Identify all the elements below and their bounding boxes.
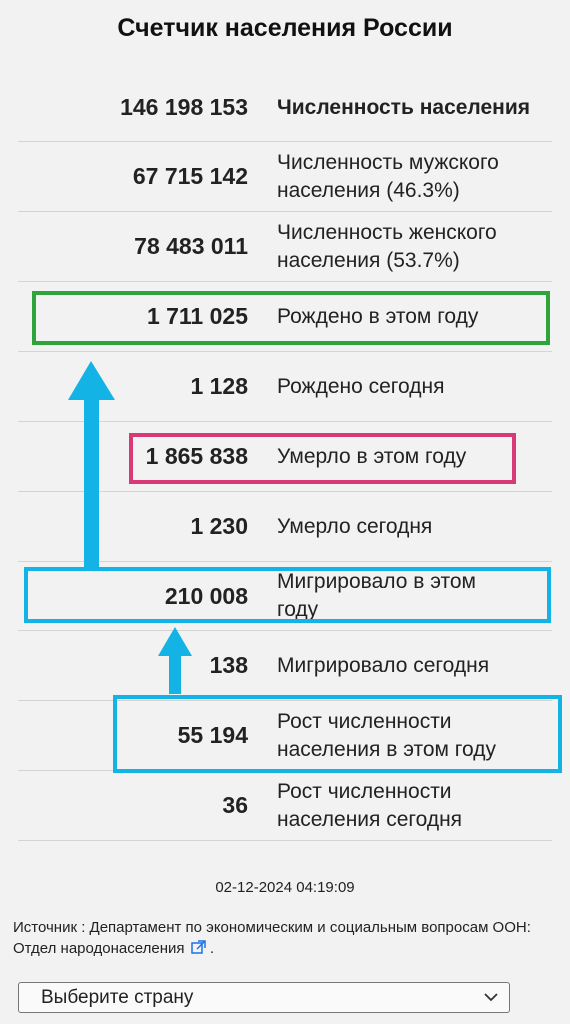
stats-table: 146 198 153 Численность населения 67 715… [18, 74, 552, 841]
died-today-label: Умерло сегодня [277, 514, 433, 538]
population-label: Численность населения [277, 95, 531, 119]
row-died-today: 1 230 Умерло сегодня [18, 492, 552, 562]
row-migrated-this-year: 210 008 Мигрировало в этом году [18, 562, 552, 631]
chevron-down-icon [484, 993, 498, 1002]
page-title: Счетчик населения России [117, 14, 453, 42]
row-born-today: 1 128 Рождено сегодня [18, 352, 552, 422]
row-migrated-today: 138 Мигрировало сегодня [18, 631, 552, 701]
row-growth-this-year: 55 194 Рост численности населения в этом… [18, 701, 552, 771]
population-value: 146 198 153 [120, 94, 248, 120]
born-today-value: 1 128 [190, 373, 248, 399]
female-population-label-line1: Численность женского [277, 220, 497, 244]
migrated-this-year-label: Мигрировало в этом году [277, 568, 476, 624]
migrated-today-value: 138 [209, 652, 248, 678]
migrated-today-label: Мигрировало сегодня [277, 653, 490, 677]
row-population: 146 198 153 Численность населения [18, 74, 552, 142]
highlight-box-born-this-year [32, 291, 550, 345]
highlight-box-migrated-this-year [24, 567, 551, 623]
died-this-year-label: Умерло в этом году [277, 444, 467, 468]
migrated-this-year-label-line2: году [277, 598, 319, 621]
migrated-this-year-value: 210 008 [164, 582, 248, 609]
source-note: Источник : Департамент по экономическим … [13, 917, 553, 961]
country-select-value: Выберите страну [41, 986, 194, 1008]
growth-today-label-line2: населения сегодня [277, 807, 463, 831]
female-population-value: 78 483 011 [134, 233, 248, 259]
row-male-population: 67 715 142 Численность мужского населени… [18, 142, 552, 212]
growth-this-year-label: Рост численности населения в этом году [277, 708, 496, 764]
growth-this-year-value: 55 194 [177, 722, 248, 748]
growth-this-year-label-line2: населения в этом году [277, 737, 496, 761]
born-this-year-value: 1 711 025 [146, 303, 248, 329]
timestamp: 02-12-2024 04:19:09 [215, 879, 355, 896]
growth-this-year-label-line1: Рост численности [277, 709, 452, 733]
migrated-this-year-label-line1: Мигрировало в этом [277, 570, 476, 593]
male-population-value: 67 715 142 [132, 163, 248, 189]
growth-today-label-line1: Рост численности [277, 779, 452, 803]
row-growth-today: 36 Рост численности населения сегодня [18, 771, 552, 841]
born-this-year-label: Рождено в этом году [277, 304, 479, 328]
female-population-label: Численность женского населения (53.7%) [277, 219, 497, 275]
row-died-this-year: 1 865 838 Умерло в этом году [18, 422, 552, 492]
row-female-population: 78 483 011 Численность женского населени… [18, 212, 552, 282]
source-suffix: . [209, 940, 214, 957]
highlight-box-growth-this-year [113, 695, 562, 773]
died-this-year-value: 1 865 838 [145, 443, 248, 469]
row-born-this-year: 1 711 025 Рождено в этом году [18, 282, 552, 352]
male-population-label-line2: населения (46.3%) [277, 178, 460, 202]
died-today-value: 1 230 [190, 513, 248, 539]
country-select[interactable]: Выберите страну [18, 982, 510, 1013]
male-population-label-line1: Численность мужского [277, 150, 499, 174]
born-today-label: Рождено сегодня [277, 374, 445, 398]
female-population-label-line2: населения (53.7%) [277, 248, 460, 272]
growth-today-label: Рост численности населения сегодня [277, 778, 462, 834]
external-link-icon[interactable] [190, 940, 206, 961]
highlight-box-died-this-year [129, 433, 516, 484]
source-text: Источник : Департамент по экономическим … [13, 919, 531, 957]
male-population-label: Численность мужского населения (46.3%) [277, 149, 499, 205]
growth-today-value: 36 [222, 792, 248, 818]
